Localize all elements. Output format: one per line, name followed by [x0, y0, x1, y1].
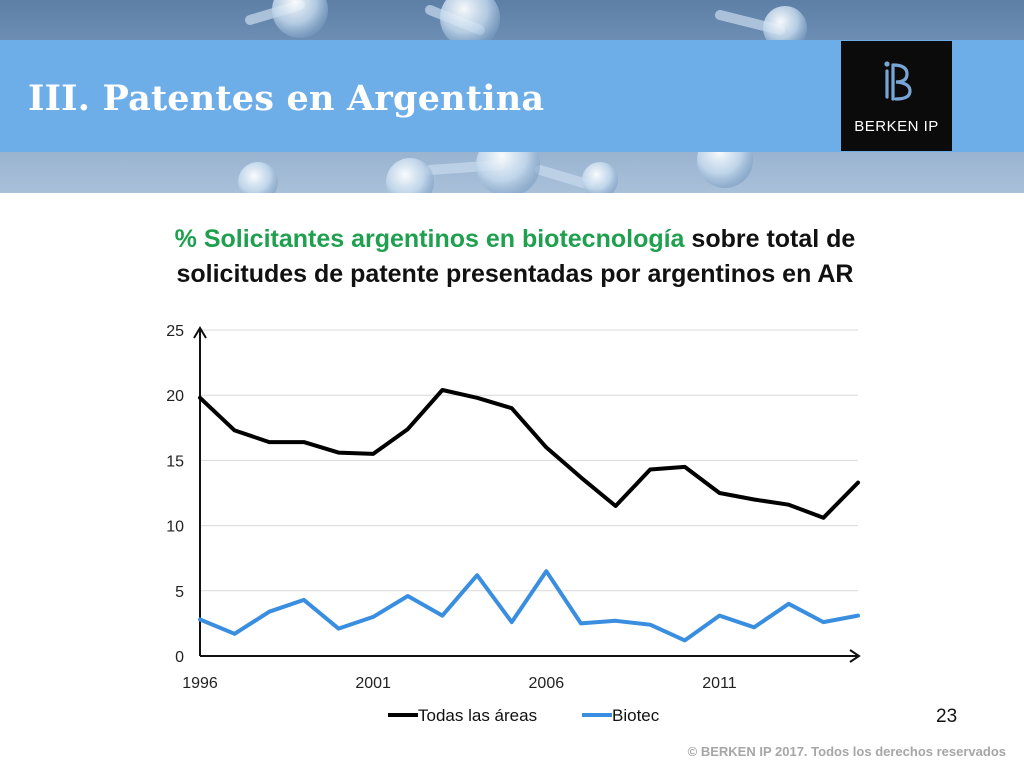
- y-axis-arrow: [193, 326, 207, 339]
- x-tick-label: 2011: [702, 675, 737, 692]
- logo-text: BERKEN IP: [854, 118, 939, 135]
- y-tick-label: 25: [166, 323, 184, 340]
- series-line-biotec: [198, 569, 860, 643]
- copyright-footer: © BERKEN IP 2017. Todos los derechos res…: [687, 744, 1006, 759]
- chart-title-rest: sobre total de solicitudes de patente pr…: [176, 225, 856, 288]
- x-tick-label: 1996: [182, 675, 218, 692]
- page-number: 23: [936, 706, 958, 727]
- y-tick-label: 10: [166, 519, 184, 536]
- y-tick-label: 15: [166, 453, 184, 470]
- berken-logo-mark-icon: [884, 61, 912, 101]
- chart-title: % Solicitantes argentinos en biotecnolog…: [140, 222, 890, 292]
- x-tick-label: 2001: [355, 675, 391, 692]
- legend-label: Biotec: [612, 706, 660, 725]
- chart-series: [198, 388, 860, 643]
- chart-title-highlight: % Solicitantes argentinos en biotecnolog…: [174, 225, 685, 253]
- x-axis-arrow: [849, 649, 861, 663]
- y-tick-label: 20: [166, 388, 184, 405]
- legend-label: Todas las áreas: [418, 706, 537, 725]
- x-tick-label: 2006: [529, 675, 565, 692]
- y-tick-label: 5: [175, 584, 184, 601]
- x-axis-ticks: 1996 2001 2006 2011: [182, 675, 737, 692]
- berken-logo: BERKEN IP: [841, 41, 952, 151]
- slide-title: III. Patentes en Argentina: [28, 78, 545, 119]
- y-tick-label: 0: [175, 649, 184, 666]
- chart-axes: [193, 326, 861, 663]
- chart-legend: Todas las áreas Biotec: [388, 706, 660, 725]
- y-axis-ticks: 0 5 10 15 20 25: [166, 323, 184, 666]
- chart-gridlines: [200, 329, 858, 592]
- series-line-todas: [198, 388, 860, 520]
